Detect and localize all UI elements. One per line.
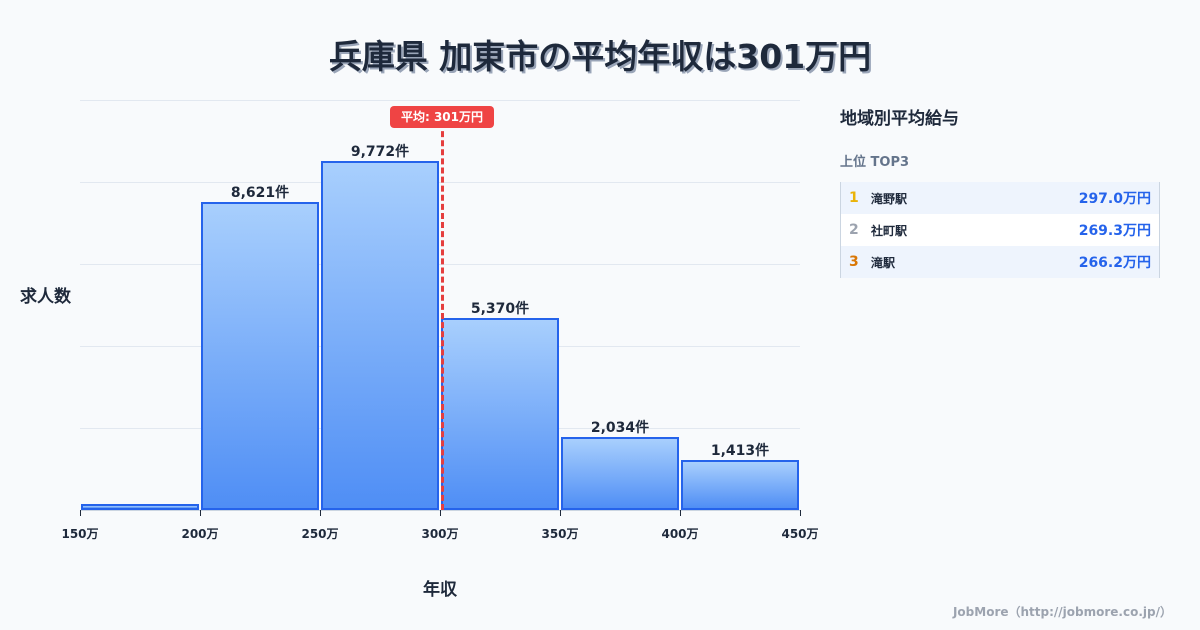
histogram-bar <box>681 459 799 510</box>
rank-number: 3 <box>849 254 859 270</box>
x-tick-label: 150万 <box>61 527 99 541</box>
x-tick <box>560 510 561 516</box>
ranking-row: 2 社町駅 269.3万円 <box>841 214 1159 246</box>
gridline <box>80 346 800 347</box>
page-title: 兵庫県 加東市の平均年収は301万円 <box>328 37 872 76</box>
x-tick <box>80 510 81 516</box>
average-salary: 266.2万円 <box>1078 255 1151 271</box>
x-tick-label: 400万 <box>661 527 699 541</box>
x-tick-label: 350万 <box>541 527 579 541</box>
y-axis-label: 求人数 <box>20 287 71 307</box>
average-line <box>441 122 444 510</box>
gridline <box>80 100 800 101</box>
average-badge: 平均: 301万円 <box>390 106 494 128</box>
x-tick <box>440 510 441 516</box>
x-tick-label: 450万 <box>781 527 819 541</box>
panel-subtitle: 上位 TOP3 <box>840 155 910 170</box>
bar-value-label: 9,772件 <box>350 144 410 160</box>
x-tick <box>680 510 681 516</box>
gridline <box>80 428 800 429</box>
x-tick <box>800 510 801 516</box>
bar-value-label: 8,621件 <box>230 185 290 202</box>
panel-title: 地域別平均給与 <box>840 109 959 129</box>
x-tick-label: 200万 <box>181 527 219 541</box>
histogram-bar <box>441 318 559 510</box>
average-salary: 297.0万円 <box>1078 191 1151 207</box>
average-salary: 269.3万円 <box>1078 223 1151 239</box>
histogram-bar <box>561 437 679 510</box>
footer-credit: JobMore（http://jobmore.co.jp/） <box>952 605 1172 619</box>
x-tick <box>320 510 321 516</box>
ranking-row: 3 滝駅 266.2万円 <box>841 246 1159 278</box>
rank-number: 1 <box>849 190 859 206</box>
x-axis-label: 年収 <box>423 580 457 600</box>
bar-value-label: 1,413件 <box>710 442 770 459</box>
gridline <box>80 182 800 183</box>
gridline <box>80 264 800 265</box>
histogram-bar <box>81 503 199 510</box>
histogram-bar <box>201 202 319 510</box>
ranking-row: 1 滝野駅 297.0万円 <box>841 182 1159 214</box>
station-name: 滝野駅 <box>871 191 908 206</box>
station-name: 社町駅 <box>871 223 908 238</box>
x-tick-label: 300万 <box>421 527 459 541</box>
bar-value-label: 5,370件 <box>470 301 530 318</box>
x-tick-label: 250万 <box>301 527 339 541</box>
ranking-table: 1 滝野駅 297.0万円 2 社町駅 269.3万円 3 滝駅 266.2万円 <box>840 182 1160 278</box>
histogram-bar <box>321 161 439 510</box>
regional-salary-panel: 地域別平均給与 上位 TOP3 1 滝野駅 297.0万円 2 社町駅 269.… <box>840 104 1160 278</box>
histogram-chart: 8,621件 9,772件 5,370件 2,034件 1,413件 150万 200万 2… <box>20 100 819 600</box>
bar-value-label: 2,034件 <box>590 420 650 437</box>
station-name: 滝駅 <box>871 255 896 270</box>
x-tick <box>200 510 201 516</box>
rank-number: 2 <box>849 222 859 238</box>
